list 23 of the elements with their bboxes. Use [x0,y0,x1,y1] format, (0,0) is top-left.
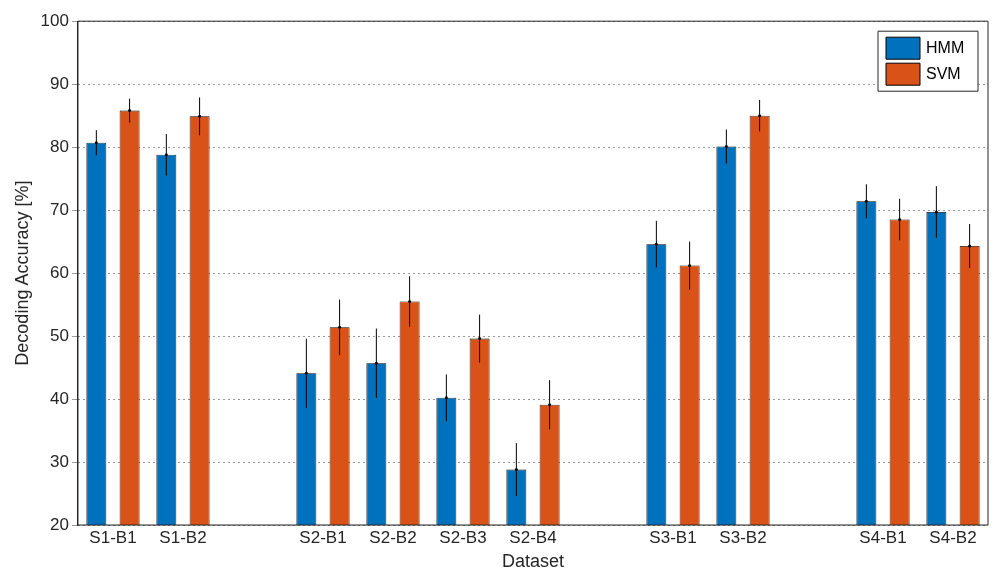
y-tick-label: 70 [50,199,69,219]
y-tick-label: 20 [50,514,69,534]
x-tick-label: S2-B4 [509,527,557,547]
y-tick-label: 60 [50,262,69,282]
x-axis-title: Dataset [501,551,565,572]
x-tick-label: S3-B1 [649,527,697,547]
x-tick-label: S4-B2 [929,527,977,547]
legend-label: HMM [926,38,965,56]
y-tick-label: 40 [50,388,69,408]
x-tick-label: S3-B2 [719,527,767,547]
x-tick-label: S1-B1 [89,527,137,547]
x-tick-label: S2-B1 [299,527,347,547]
y-tick-label: 50 [50,325,69,345]
x-tick-label: S2-B2 [369,527,417,547]
y-tick-label: 80 [50,136,69,156]
y-tick-label: 30 [50,451,69,471]
y-tick-label: 100 [40,10,69,30]
legend-label: SVM [926,64,961,82]
y-axis-title: Decoding Accuracy [%] [11,180,32,366]
x-tick-label: S4-B1 [859,527,907,547]
x-tick-label: S1-B2 [159,527,207,547]
x-tick-label: S2-B3 [439,527,487,547]
y-tick-label: 90 [50,73,69,93]
